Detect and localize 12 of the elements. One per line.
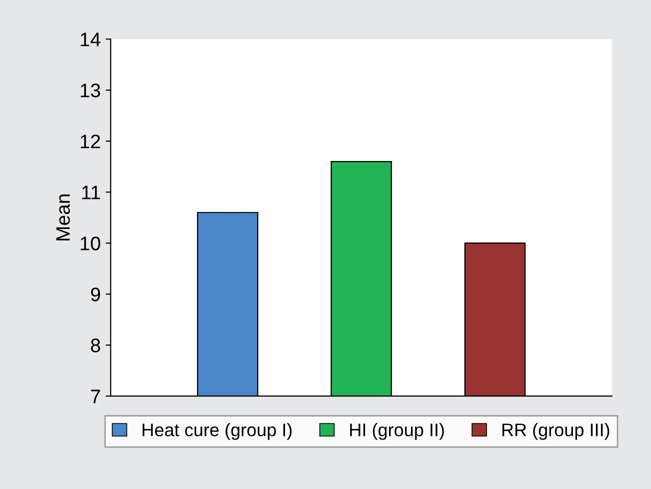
y-tick-label: 10 [80,236,100,250]
y-tick-label: 14 [80,32,100,46]
y-axis-title: Mean [56,194,70,240]
y-tick-label: 8 [90,338,100,352]
y-tick-label: 13 [80,84,100,98]
y-tick-label: 9 [91,288,100,302]
legend-label: Heat cure (group I) [142,423,292,440]
y-tick-label: 12 [80,134,100,148]
legend-label: RR (group III) [502,423,610,440]
legend-label: HI (group II) [350,423,444,440]
y-tick-label: 11 [82,186,100,200]
y-tick-label: 7 [91,390,100,404]
